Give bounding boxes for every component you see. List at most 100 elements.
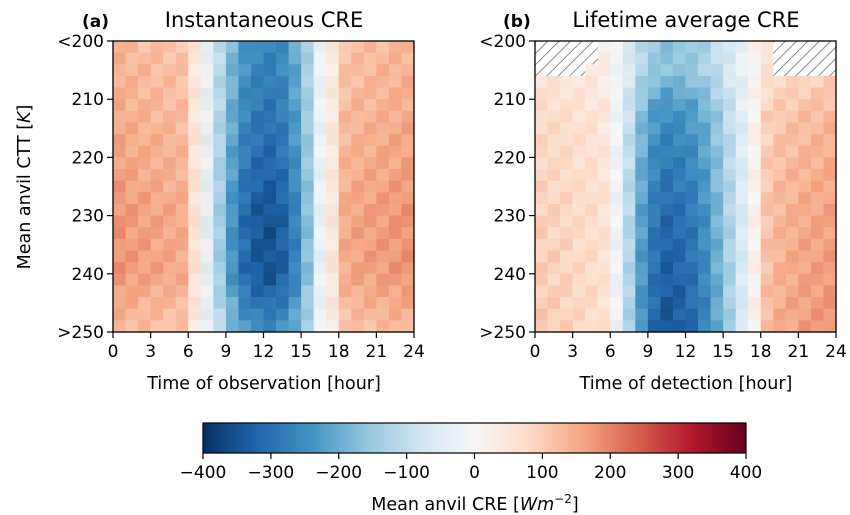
heatmap-cell	[748, 41, 762, 54]
heatmap-cell	[810, 308, 825, 321]
heatmap-cell	[363, 238, 377, 252]
heatmap-cell	[823, 64, 837, 77]
heatmap-cell	[388, 227, 403, 240]
heatmap-cell	[313, 238, 327, 252]
heatmap-cell	[188, 192, 202, 205]
heatmap-cell	[263, 320, 277, 333]
heatmap-cell	[560, 203, 574, 217]
heatmap-cell	[113, 145, 127, 158]
heatmap-cell	[376, 110, 390, 124]
heatmap-cell	[635, 169, 649, 182]
panel-a-heatmap	[113, 41, 415, 333]
heatmap-cell	[313, 52, 327, 65]
heatmap-cell	[188, 169, 202, 182]
heatmap-cell	[810, 169, 825, 182]
heatmap-cell	[401, 192, 415, 205]
heatmap-cell	[798, 285, 812, 298]
heatmap-cell	[685, 64, 699, 77]
heatmap-cell	[585, 134, 599, 147]
heatmap-cell	[735, 308, 749, 321]
heatmap-cell	[660, 145, 674, 158]
heatmap-cell	[597, 87, 611, 100]
heatmap-cell	[225, 122, 240, 135]
heatmap-cell	[785, 238, 799, 252]
heatmap-cell	[213, 273, 227, 287]
heatmap-cell	[723, 41, 737, 54]
heatmap-cell	[338, 238, 352, 252]
heatmap-cell	[250, 297, 265, 310]
colorbar-tick-label: −100	[383, 463, 430, 483]
heatmap-cell	[326, 297, 340, 310]
heatmap-cell	[773, 99, 787, 112]
heatmap-cell	[200, 52, 214, 65]
heatmap-cell	[225, 227, 240, 240]
heatmap-cell	[326, 169, 340, 182]
heatmap-cell	[597, 285, 611, 298]
heatmap-cell	[547, 285, 561, 298]
heatmap-cell	[710, 297, 724, 310]
heatmap-cell	[572, 110, 586, 124]
heatmap-cell	[560, 134, 574, 147]
heatmap-cell	[672, 320, 687, 333]
heatmap-cell	[723, 250, 737, 263]
heatmap-cell	[710, 52, 724, 65]
heatmap-cell	[276, 134, 290, 147]
heatmap-cell	[723, 320, 737, 333]
heatmap-cell	[175, 262, 189, 275]
heatmap-cell	[535, 227, 549, 240]
heatmap-cell	[773, 320, 787, 333]
heatmap-cell	[213, 64, 227, 77]
y-tick-label: 220	[72, 148, 104, 168]
heatmap-cell	[238, 238, 252, 252]
heatmap-cell	[250, 52, 265, 65]
heatmap-cell	[660, 285, 674, 298]
heatmap-cell	[560, 273, 574, 287]
heatmap-cell	[560, 145, 574, 158]
heatmap-cell	[225, 134, 240, 147]
heatmap-cell	[363, 250, 377, 263]
heatmap-cell	[672, 203, 687, 217]
heatmap-cell	[113, 285, 127, 298]
heatmap-cell	[748, 122, 762, 135]
heatmap-cell	[560, 41, 574, 54]
heatmap-cell	[200, 64, 214, 77]
heatmap-cell	[535, 145, 549, 158]
heatmap-cell	[388, 110, 403, 124]
heatmap-cell	[175, 87, 189, 100]
heatmap-cell	[238, 227, 252, 240]
heatmap-cell	[685, 52, 699, 65]
heatmap-cell	[760, 320, 774, 333]
heatmap-cell	[610, 110, 624, 124]
heatmap-cell	[200, 75, 214, 89]
panel-a-label: (a)	[82, 12, 109, 32]
heatmap-cell	[647, 41, 662, 54]
heatmap-cell	[810, 262, 825, 275]
heatmap-cell	[760, 52, 774, 65]
x-tick-label: 21	[366, 342, 388, 362]
heatmap-cell	[338, 273, 352, 287]
heatmap-cell	[798, 87, 812, 100]
heatmap-cell	[213, 320, 227, 333]
heatmap-cell	[685, 110, 699, 124]
heatmap-cell	[326, 157, 340, 170]
heatmap-cell	[200, 320, 214, 333]
heatmap-cell	[622, 64, 636, 77]
heatmap-cell	[823, 87, 837, 100]
heatmap-cell	[313, 99, 327, 112]
heatmap-cell	[301, 203, 315, 217]
heatmap-cell	[288, 273, 302, 287]
heatmap-cell	[748, 145, 762, 158]
heatmap-cell	[723, 285, 737, 298]
heatmap-cell	[760, 297, 774, 310]
heatmap-cell	[798, 157, 812, 170]
heatmap-cell	[250, 262, 265, 275]
heatmap-cell	[138, 64, 152, 77]
heatmap-cell	[710, 227, 724, 240]
heatmap-cell	[138, 110, 152, 124]
heatmap-cell	[622, 308, 636, 321]
heatmap-cell	[313, 41, 327, 54]
colorbar-ticks: −400 −300 −200 −100 0 100 200 300 400	[180, 453, 762, 483]
heatmap-cell	[113, 215, 127, 228]
heatmap-cell	[698, 285, 712, 298]
heatmap-cell	[710, 110, 724, 124]
